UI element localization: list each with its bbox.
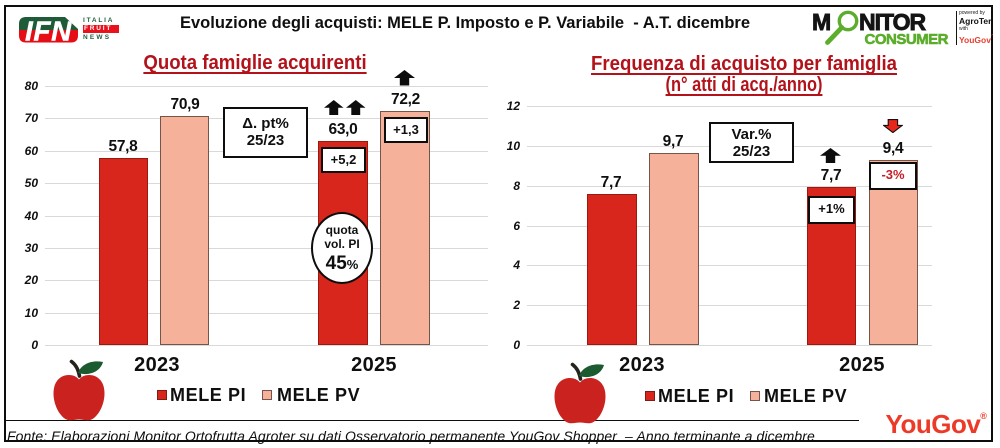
svg-text:IFN: IFN <box>25 17 72 43</box>
svg-text:CONSUMER: CONSUMER <box>864 31 948 48</box>
svg-text:NITOR: NITOR <box>859 9 927 35</box>
svg-text:M: M <box>812 9 830 35</box>
